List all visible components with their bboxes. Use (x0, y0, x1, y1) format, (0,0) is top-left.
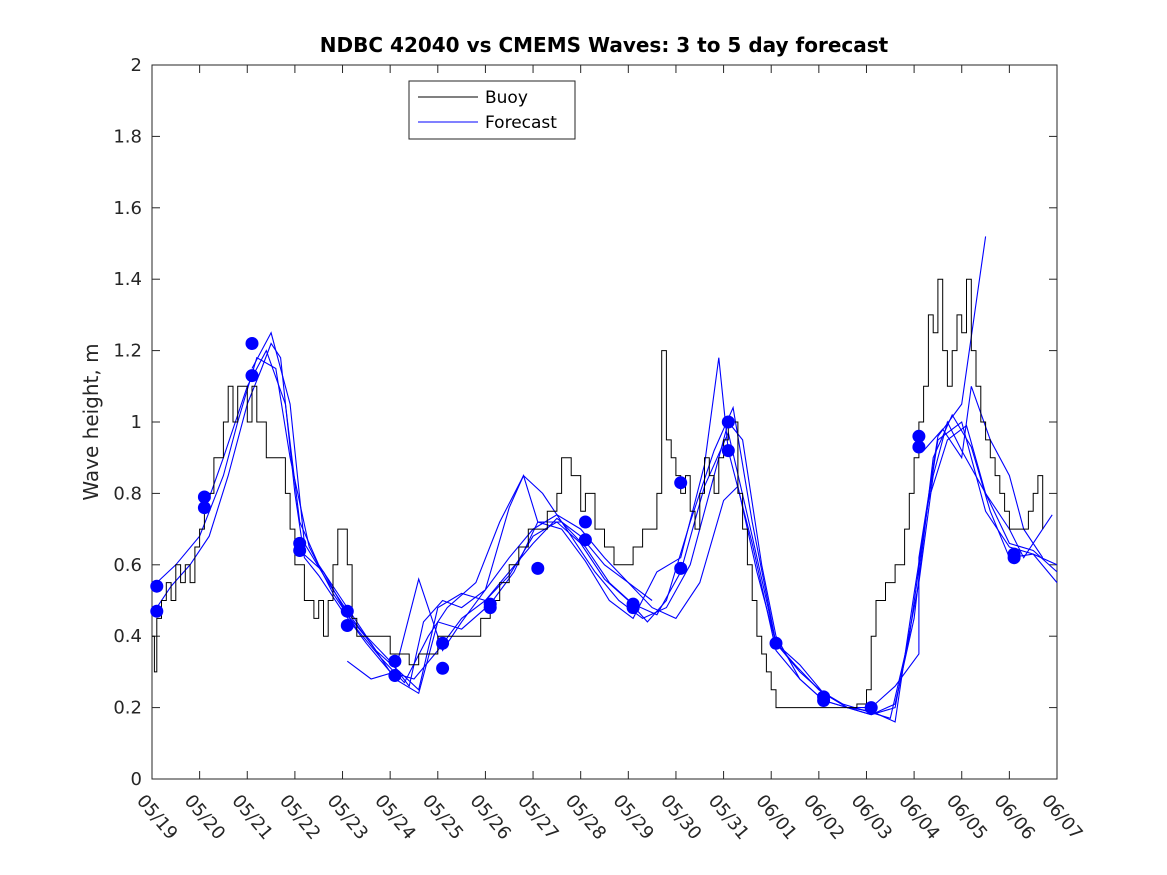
forecast-marker (626, 601, 640, 615)
y-tick-label: 1.6 (113, 198, 142, 219)
plot-area: 00.20.40.60.811.21.41.61.82 05/1905/2005… (113, 55, 1086, 844)
y-tick-label: 1.2 (113, 341, 142, 362)
y-tick-label: 1.4 (113, 269, 142, 290)
forecast-marker (436, 661, 450, 675)
y-tick-label: 0.6 (113, 555, 142, 576)
forecast-marker (197, 490, 211, 504)
y-tick-label: 1.8 (113, 126, 142, 147)
forecast-marker (245, 369, 259, 383)
forecast-marker (197, 501, 211, 515)
forecast-marker (531, 561, 545, 575)
forecast-marker (1007, 551, 1021, 565)
chart-title: NDBC 42040 vs CMEMS Waves: 3 to 5 day fo… (320, 33, 889, 57)
y-tick-label: 0.8 (113, 483, 142, 504)
forecast-marker (436, 636, 450, 650)
forecast-marker (578, 533, 592, 547)
y-tick-label: 1 (131, 412, 142, 433)
marker-layer (150, 337, 1021, 715)
y-axis-label: Wave height, m (79, 343, 103, 500)
buoy-series-line (152, 278, 1044, 709)
forecast-marker (912, 429, 926, 443)
forecast-marker (674, 561, 688, 575)
forecast-marker (150, 579, 164, 593)
legend-box (408, 80, 576, 140)
forecast-marker (340, 604, 354, 618)
forecast-marker (340, 619, 354, 632)
forecast-marker (388, 654, 402, 668)
forecast-marker (293, 544, 307, 557)
forecast-marker (674, 476, 688, 490)
forecast-marker (150, 604, 164, 618)
forecast-marker (817, 694, 831, 707)
forecast-series-line (346, 236, 987, 709)
forecast-series-line (203, 349, 1058, 716)
forecast-marker (578, 515, 592, 529)
y-tick-label: 2 (131, 55, 142, 76)
forecast-marker (483, 601, 497, 615)
forecast-series-line (156, 342, 653, 680)
plot-frame (151, 64, 1058, 780)
legend-buoy-label: Buoy (485, 88, 528, 108)
y-ticks: 0 0.2 0.4 0.6 0.8 1 1.2 1.4 1.6 1.8 2 (113, 55, 1057, 790)
forecast-marker (245, 337, 259, 350)
forecast-marker (912, 440, 926, 454)
y-tick-label: 0.4 (113, 626, 142, 647)
forecast-marker (721, 415, 735, 429)
y-tick-label: 0.2 (113, 698, 142, 719)
forecast-marker (388, 669, 402, 682)
legend: Buoy Forecast (408, 80, 576, 140)
forecast-marker (769, 636, 783, 650)
legend-forecast-label: Forecast (485, 113, 557, 133)
y-tick-label: 0 (131, 769, 142, 790)
forecast-marker (864, 701, 878, 715)
forecast-marker (721, 444, 735, 458)
